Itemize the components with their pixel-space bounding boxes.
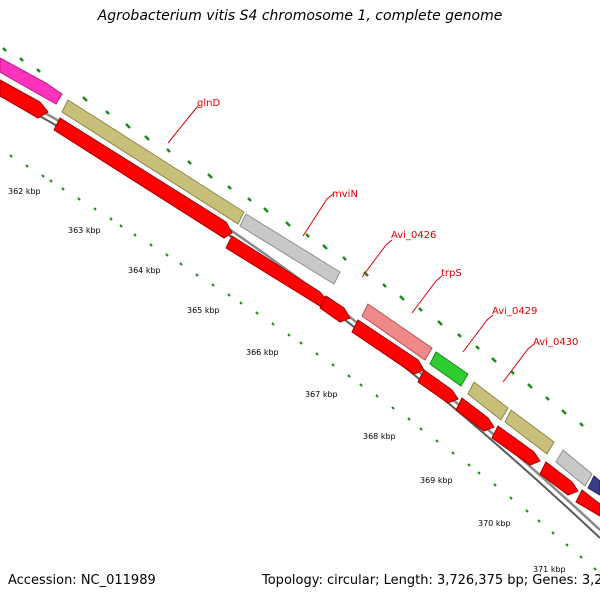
cds-arrow bbox=[455, 397, 495, 432]
cds-arrow bbox=[491, 425, 541, 466]
feature-magenta bbox=[0, 57, 63, 105]
kbp-label: 370 kbp bbox=[478, 519, 511, 528]
feature-Avi_0429 bbox=[429, 351, 469, 387]
cds-arrow bbox=[351, 319, 425, 375]
feature-grey-end bbox=[555, 449, 593, 487]
kbp-label: 369 kbp bbox=[420, 476, 453, 485]
kbp-label: 368 kbp bbox=[363, 432, 396, 441]
feature-mviN bbox=[239, 213, 341, 285]
kbp-label: 367 kbp bbox=[305, 390, 338, 399]
kbp-label: 366 kbp bbox=[246, 348, 279, 357]
feature-glnD bbox=[61, 99, 245, 225]
cds-row bbox=[0, 79, 600, 517]
cds-arrow bbox=[539, 461, 579, 496]
gene-label-trpS: trpS bbox=[441, 268, 462, 279]
gene-label-mviN: mviN bbox=[332, 189, 358, 200]
map-title: Agrobacterium vitis S4 chromosome 1, com… bbox=[97, 8, 503, 24]
gene-labels: glnD mviN Avi_0426 trpS Avi_0429 Avi_043… bbox=[197, 98, 578, 348]
gene-label-Avi_0426: Avi_0426 bbox=[391, 230, 436, 241]
accession-text: Accession: NC_011989 bbox=[8, 573, 156, 588]
feature-Avi_0430-b bbox=[504, 409, 555, 455]
inner-tick-row bbox=[9, 154, 597, 571]
kbp-labels: 362 kbp 363 kbp 364 kbp 365 kbp 366 kbp … bbox=[8, 187, 566, 574]
feature-Avi_0430-a bbox=[467, 381, 509, 421]
cds-arrow bbox=[53, 117, 233, 239]
kbp-label: 365 kbp bbox=[187, 306, 220, 315]
genome-summary-text: Topology: circular; Length: 3,726,375 bp… bbox=[262, 573, 600, 588]
kbp-label: 362 kbp bbox=[8, 187, 41, 196]
feature-navy-end bbox=[587, 475, 600, 496]
cds-arrow bbox=[0, 79, 49, 119]
outer-features bbox=[0, 57, 600, 496]
cds-arrow bbox=[417, 369, 459, 404]
cds-arrow bbox=[575, 489, 600, 517]
gene-label-Avi_0430: Avi_0430 bbox=[533, 337, 578, 348]
cds-arrow bbox=[319, 295, 351, 323]
gene-label-Avi_0429: Avi_0429 bbox=[492, 306, 537, 317]
kbp-label: 363 kbp bbox=[68, 226, 101, 235]
feature-trpS bbox=[361, 303, 433, 361]
kbp-label: 371 kbp bbox=[533, 565, 566, 574]
kbp-label: 364 kbp bbox=[128, 266, 161, 275]
gene-leader-lines bbox=[167, 105, 535, 383]
gene-label-glnD: glnD bbox=[197, 98, 220, 109]
outer-tick-row bbox=[2, 47, 584, 427]
